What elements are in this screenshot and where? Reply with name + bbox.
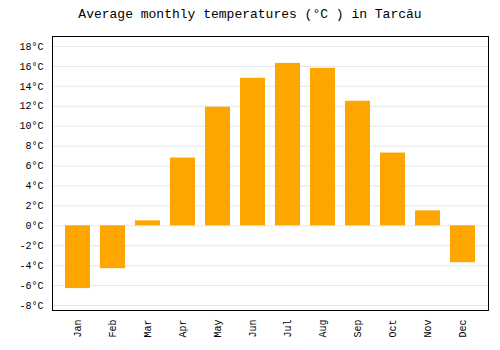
svg-text:6°C: 6°C [25,161,43,172]
svg-text:-8°C: -8°C [19,301,43,312]
svg-text:Feb: Feb [108,320,119,338]
svg-text:Nov: Nov [423,320,434,338]
html-text:Average monthly temperatures (: Average monthly temperatures (°C ) in Ta… [78,7,422,22]
svg-text:16°C: 16°C [19,62,43,73]
svg-text:Oct: Oct [388,320,399,338]
svg-text:Mar: Mar [143,320,154,338]
svg-text:12°C: 12°C [19,101,43,112]
svg-text:-2°C: -2°C [19,241,43,252]
svg-text:2°C: 2°C [25,201,43,212]
svg-text:Jul: Jul [283,320,294,338]
svg-text:May: May [213,320,224,338]
svg-text:4°C: 4°C [25,181,43,192]
svg-text:Sep: Sep [353,320,364,338]
svg-text:10°C: 10°C [19,121,43,132]
svg-text:Aug: Aug [318,320,329,338]
svg-text:Dec: Dec [458,320,469,338]
svg-text:-6°C: -6°C [19,281,43,292]
svg-text:14°C: 14°C [19,82,43,93]
svg-text:18°C: 18°C [19,42,43,53]
svg-text:Jan: Jan [73,320,84,338]
svg-text:Apr: Apr [178,320,189,338]
svg-text:0°C: 0°C [25,221,43,232]
svg-text:-4°C: -4°C [19,261,43,272]
svg-text:Jun: Jun [248,320,259,338]
svg-text:8°C: 8°C [25,141,43,152]
